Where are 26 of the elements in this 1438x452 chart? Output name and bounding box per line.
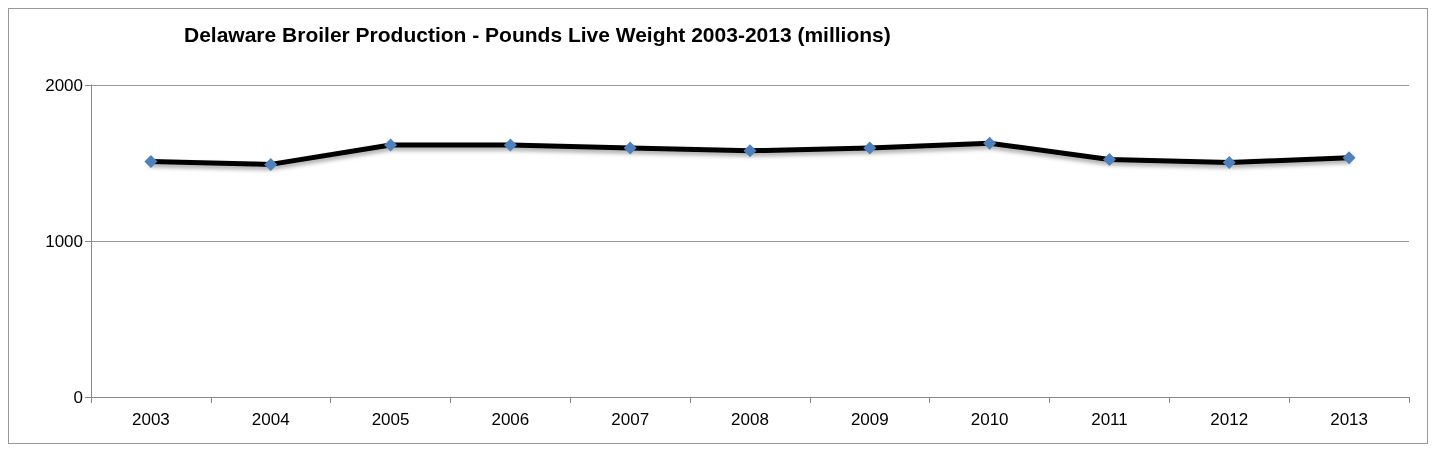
y-tick-label: 0 — [73, 387, 83, 407]
x-tick-label: 2007 — [611, 410, 650, 429]
x-tick-label: 2009 — [850, 410, 889, 429]
x-tick-label: 2004 — [251, 410, 290, 429]
point — [623, 141, 637, 155]
y-tick-label: 2000 — [45, 75, 83, 95]
point — [1102, 153, 1116, 167]
chart-title: Delaware Broiler Production - Pounds Live Weight 2003-2013 (millions) — [184, 23, 891, 46]
x-tick-label: 2006 — [491, 410, 530, 429]
point — [983, 136, 997, 150]
point — [264, 157, 278, 171]
y-tick-label: 1000 — [45, 231, 83, 251]
x-tick-label: 2010 — [970, 410, 1009, 429]
point — [743, 144, 757, 158]
point — [384, 138, 398, 152]
point — [144, 155, 158, 169]
point — [1342, 151, 1356, 165]
x-tick-label: 2008 — [731, 410, 769, 429]
x-tick-label: 2012 — [1210, 410, 1249, 429]
x-tick-label: 2013 — [1330, 410, 1369, 429]
point — [1222, 156, 1236, 170]
x-tick-label: 2005 — [371, 410, 410, 429]
point — [863, 141, 877, 155]
x-tick-label: 2003 — [132, 410, 170, 429]
point — [503, 138, 517, 152]
x-tick-label: 2011 — [1091, 410, 1128, 429]
